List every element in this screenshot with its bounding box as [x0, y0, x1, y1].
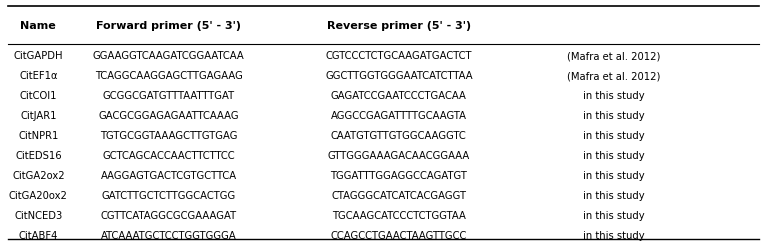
Text: AAGGAGTGACTCGTGCTTCA: AAGGAGTGACTCGTGCTTCA: [100, 171, 237, 181]
Text: GGAAGGTCAAGATCGGAATCAA: GGAAGGTCAAGATCGGAATCAA: [93, 51, 245, 61]
Text: CCAGCCTGAACTAAGTTGCC: CCAGCCTGAACTAAGTTGCC: [331, 231, 467, 241]
Text: CitGAPDH: CitGAPDH: [14, 51, 63, 61]
Text: CitJAR1: CitJAR1: [20, 111, 57, 121]
Text: GTTGGGAAAGACAACGGAAA: GTTGGGAAAGACAACGGAAA: [328, 151, 470, 161]
Text: in this study: in this study: [583, 191, 644, 201]
Text: Reverse primer (5' - 3'): Reverse primer (5' - 3'): [327, 21, 471, 30]
Text: in this study: in this study: [583, 231, 644, 241]
Text: CAATGTGTTGTGGCAAGGTC: CAATGTGTTGTGGCAAGGTC: [331, 131, 466, 141]
Text: GAGATCCGAATCCCTGACAA: GAGATCCGAATCCCTGACAA: [331, 91, 467, 101]
Text: in this study: in this study: [583, 111, 644, 121]
Text: in this study: in this study: [583, 211, 644, 221]
Text: Forward primer (5' - 3'): Forward primer (5' - 3'): [96, 21, 242, 30]
Text: in this study: in this study: [583, 171, 644, 181]
Text: CitGA2ox2: CitGA2ox2: [12, 171, 64, 181]
Text: GACGCGGAGAGAATTCAAAG: GACGCGGAGAGAATTCAAAG: [98, 111, 239, 121]
Text: (Mafra et al. 2012): (Mafra et al. 2012): [567, 51, 660, 61]
Text: TGGATTTGGAGGCCAGATGT: TGGATTTGGAGGCCAGATGT: [331, 171, 467, 181]
Text: TGTGCGGTAAAGCTTGTGAG: TGTGCGGTAAAGCTTGTGAG: [100, 131, 238, 141]
Text: GCTCAGCACCAACTTCTTCC: GCTCAGCACCAACTTCTTCC: [103, 151, 235, 161]
Text: TCAGGCAAGGAGCTTGAGAAG: TCAGGCAAGGAGCTTGAGAAG: [95, 71, 242, 81]
Text: CitABF4: CitABF4: [18, 231, 58, 241]
Text: CitNCED3: CitNCED3: [15, 211, 62, 221]
Text: GGCTTGGTGGGAATCATCTTAA: GGCTTGGTGGGAATCATCTTAA: [325, 71, 472, 81]
Text: CGTTCATAGGCGCGAAAGAT: CGTTCATAGGCGCGAAAGAT: [100, 211, 237, 221]
Text: Name: Name: [21, 21, 56, 30]
Text: in this study: in this study: [583, 91, 644, 101]
Text: GATCTTGCTCTTGGCACTGG: GATCTTGCTCTTGGCACTGG: [101, 191, 236, 201]
Text: CGTCCCTCTGCAAGATGACTCT: CGTCCCTCTGCAAGATGACTCT: [325, 51, 472, 61]
Text: CTAGGGCATCATCACGAGGT: CTAGGGCATCATCACGAGGT: [331, 191, 466, 201]
Text: CitGA20ox2: CitGA20ox2: [9, 191, 67, 201]
Text: CitCOI1: CitCOI1: [20, 91, 57, 101]
Text: in this study: in this study: [583, 151, 644, 161]
Text: ATCAAATGCTCCTGGTGGGA: ATCAAATGCTCCTGGTGGGA: [101, 231, 236, 241]
Text: (Mafra et al. 2012): (Mafra et al. 2012): [567, 71, 660, 81]
Text: GCGGCGATGTTTAATTTGAT: GCGGCGATGTTTAATTTGAT: [103, 91, 235, 101]
Text: CitEF1α: CitEF1α: [19, 71, 58, 81]
Text: CitNPR1: CitNPR1: [18, 131, 58, 141]
Text: in this study: in this study: [583, 131, 644, 141]
Text: AGGCCGAGATTTTGCAAGTA: AGGCCGAGATTTTGCAAGTA: [331, 111, 467, 121]
Text: CitEDS16: CitEDS16: [15, 151, 61, 161]
Text: TGCAAGCATCCCTCTGGTAA: TGCAAGCATCCCTCTGGTAA: [332, 211, 466, 221]
